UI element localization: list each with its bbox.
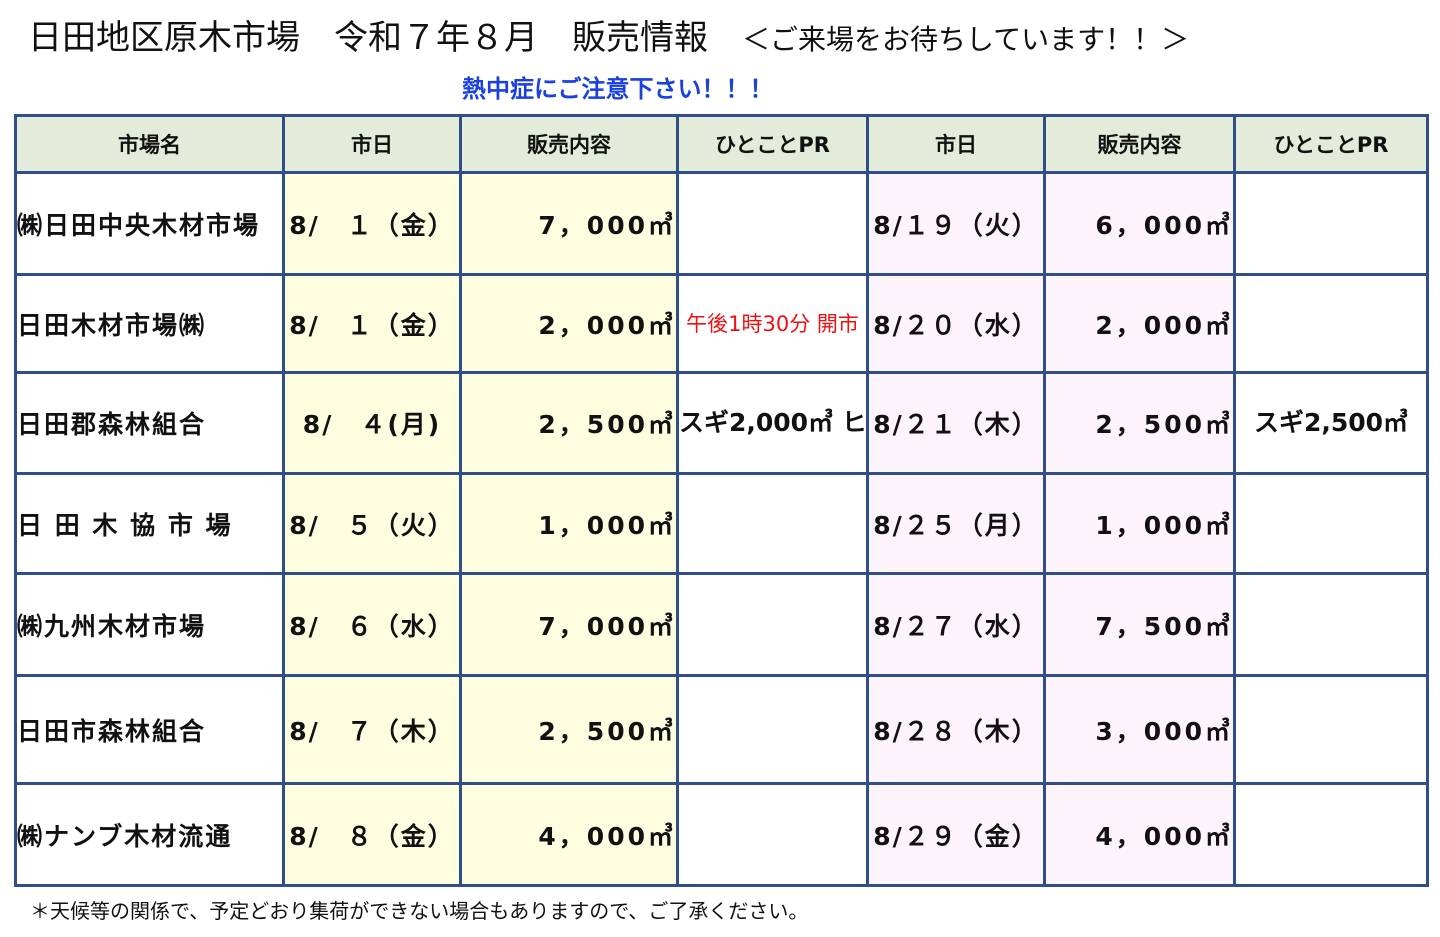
table-header-row: 市場名 市日 販売内容 ひとことPR 市日 販売内容 ひとことPR xyxy=(14,114,1429,174)
market-name: ㈱日田中央木材市場 xyxy=(14,171,285,276)
market-date-1: 8/ ５（火） xyxy=(282,472,462,575)
header-date-1: 市日 xyxy=(282,114,462,174)
table-row: 日田市森林組合 8/ ７（木） 2，500㎥ 8/２８（木） 3，000㎥ xyxy=(14,674,1429,785)
pr-note-1: スギ2,000㎥ ヒノキ500㎥ xyxy=(676,371,869,475)
market-date-2: 8/２５（月） xyxy=(866,472,1046,575)
header-sales-2: 販売内容 xyxy=(1043,114,1236,174)
pr-note-1 xyxy=(676,171,869,276)
header-pr-2: ひとことPR xyxy=(1233,114,1429,174)
pr-note-2 xyxy=(1233,572,1429,677)
market-date-1: 8/ ６（水） xyxy=(282,572,462,677)
table-row: ㈱九州木材市場 8/ ６（水） 7，000㎥ 8/２７（水） 7，500㎥ xyxy=(14,572,1429,677)
market-date-2: 8/２０（水） xyxy=(866,273,1046,374)
sales-volume-2: 2，500㎥ xyxy=(1043,371,1236,475)
header-market-name: 市場名 xyxy=(14,114,285,174)
pr-note-2 xyxy=(1233,674,1429,785)
market-date-1: 8/ ４(月) xyxy=(282,371,462,475)
table-row: 日田郡森林組合 8/ ４(月) 2，500㎥ スギ2,000㎥ ヒノキ500㎥ … xyxy=(14,371,1429,475)
pr-note-2 xyxy=(1233,273,1429,374)
pr-note-2 xyxy=(1233,782,1429,887)
market-date-1: 8/ ８（金） xyxy=(282,782,462,887)
header-sales-1: 販売内容 xyxy=(459,114,679,174)
table-row: 日 田 木 協 市 場 8/ ５（火） 1，000㎥ 8/２５（月） 1，000… xyxy=(14,472,1429,575)
market-name: ㈱九州木材市場 xyxy=(14,572,285,677)
pr-note-2 xyxy=(1233,171,1429,276)
pr-note-2 xyxy=(1233,472,1429,575)
page-title: 日田地区原木市場 令和７年８月 販売情報 ＜ご来場をお待ちしています！！＞ xyxy=(28,14,1189,64)
table-row: ㈱日田中央木材市場 8/ １（金） 7，000㎥ 8/１９（火） 6，000㎥ xyxy=(14,171,1429,276)
market-date-2: 8/２１（木） xyxy=(866,371,1046,475)
pr-note-2: スギ2,500㎥ xyxy=(1233,371,1429,475)
sales-volume-1: 2，500㎥ xyxy=(459,674,679,785)
sales-volume-2: 7，500㎥ xyxy=(1043,572,1236,677)
market-date-2: 8/２８（木） xyxy=(866,674,1046,785)
market-name: 日田木材市場㈱ xyxy=(14,273,285,374)
market-name: 日田郡森林組合 xyxy=(14,371,285,475)
title-main: 日田地区原木市場 令和７年８月 販売情報 xyxy=(28,18,708,58)
market-date-1: 8/ １（金） xyxy=(282,273,462,374)
sales-volume-1: 7，000㎥ xyxy=(459,171,679,276)
sales-volume-1: 4，000㎥ xyxy=(459,782,679,887)
sales-volume-2: 4，000㎥ xyxy=(1043,782,1236,887)
sales-volume-1: 2，000㎥ xyxy=(459,273,679,374)
market-date-1: 8/ ７（木） xyxy=(282,674,462,785)
header-date-2: 市日 xyxy=(866,114,1046,174)
title-sub: ＜ご来場をお待ちしています！！＞ xyxy=(742,23,1190,56)
market-name: ㈱ナンブ木材流通 xyxy=(14,782,285,887)
heatstroke-warning: 熱中症にご注意下さい！！！ xyxy=(462,75,774,103)
market-name: 日 田 木 協 市 場 xyxy=(14,472,285,575)
table-row: ㈱ナンブ木材流通 8/ ８（金） 4，000㎥ 8/２９（金） 4，000㎥ xyxy=(14,782,1429,887)
sales-volume-2: 1，000㎥ xyxy=(1043,472,1236,575)
market-name: 日田市森林組合 xyxy=(14,674,285,785)
pr-note-1 xyxy=(676,572,869,677)
pr-note-1 xyxy=(676,472,869,575)
pr-note-1: 午後1時30分 開市 xyxy=(676,273,869,374)
header-pr-1: ひとことPR xyxy=(676,114,869,174)
pr-note-1 xyxy=(676,674,869,785)
sales-volume-2: 3，000㎥ xyxy=(1043,674,1236,785)
market-date-1: 8/ １（金） xyxy=(282,171,462,276)
pr-note-1 xyxy=(676,782,869,887)
market-schedule-table: 市場名 市日 販売内容 ひとことPR 市日 販売内容 ひとことPR ㈱日田中央木… xyxy=(14,114,1429,887)
sales-volume-1: 7，000㎥ xyxy=(459,572,679,677)
sales-volume-2: 2，000㎥ xyxy=(1043,273,1236,374)
market-date-2: 8/１９（火） xyxy=(866,171,1046,276)
footnote: ＊天候等の関係で、予定どおり集荷ができない場合もありますので、ご了承ください。 xyxy=(30,899,809,923)
sales-volume-1: 1，000㎥ xyxy=(459,472,679,575)
sales-volume-1: 2，500㎥ xyxy=(459,371,679,475)
sales-volume-2: 6，000㎥ xyxy=(1043,171,1236,276)
table-row: 日田木材市場㈱ 8/ １（金） 2，000㎥ 午後1時30分 開市 8/２０（水… xyxy=(14,273,1429,374)
market-date-2: 8/２９（金） xyxy=(866,782,1046,887)
market-date-2: 8/２７（水） xyxy=(866,572,1046,677)
